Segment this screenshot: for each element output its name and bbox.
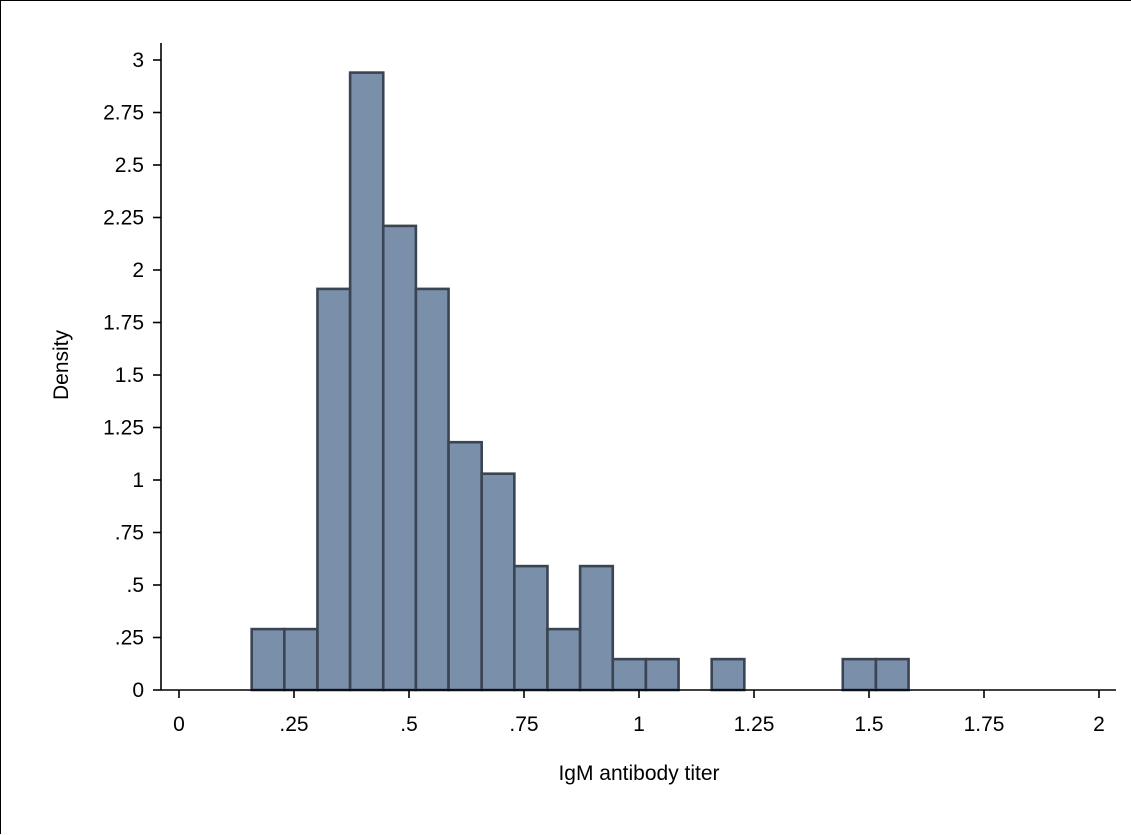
y-tick-label: 3: [132, 49, 144, 72]
histogram-bar-15: [874, 657, 910, 692]
y-axis-title: Density: [50, 329, 73, 400]
y-tick-label: .25: [115, 627, 144, 650]
histogram-bar-5: [414, 287, 450, 692]
histogram-bar-10: [578, 564, 615, 692]
y-tick-label: .75: [115, 522, 144, 545]
y-tick-label: 1.5: [115, 364, 144, 387]
histogram-bar-11: [611, 657, 648, 692]
histogram-bar-7: [480, 472, 516, 692]
x-tick-label: 1: [633, 713, 645, 736]
y-tick-label: 2.25: [103, 207, 144, 230]
x-tick-label: 1.5: [854, 713, 883, 736]
bars-layer: [250, 71, 910, 692]
histogram-bar-13: [710, 657, 746, 692]
histogram-bar-0: [250, 627, 286, 692]
y-tick-label: .5: [126, 574, 144, 597]
y-tick-label: 2: [132, 259, 144, 282]
x-axis-title: IgM antibody titer: [558, 762, 719, 785]
x-tick-label: .75: [509, 713, 538, 736]
y-tick-label: 1: [132, 469, 144, 492]
histogram-bar-14: [841, 657, 878, 692]
x-tick-label: 0: [173, 713, 185, 736]
y-tick-label: 2.75: [103, 102, 144, 125]
x-tick-label: .25: [279, 713, 308, 736]
histogram-bar-12: [644, 657, 680, 692]
x-tick-label: 1.25: [734, 713, 775, 736]
histogram-bar-3: [348, 71, 385, 692]
x-tick-label: 2: [1093, 713, 1105, 736]
x-tick-label: .5: [400, 713, 418, 736]
histogram-bar-8: [513, 564, 549, 692]
histogram-bar-1: [283, 627, 319, 692]
y-tick-label: 2.5: [115, 154, 144, 177]
y-tick-label: 1.25: [103, 417, 144, 440]
y-tick-label: 0: [132, 679, 144, 702]
x-tick-label: 1.75: [964, 713, 1005, 736]
histogram-bar-9: [546, 627, 582, 692]
histogram-bar-6: [447, 440, 483, 692]
axes-layer: 0.25.5.7511.251.51.7522.252.52.7530.25.5…: [103, 43, 1116, 736]
y-tick-label: 1.75: [103, 312, 144, 335]
histogram-bar-2: [316, 287, 352, 692]
histogram-bar-4: [381, 224, 418, 692]
